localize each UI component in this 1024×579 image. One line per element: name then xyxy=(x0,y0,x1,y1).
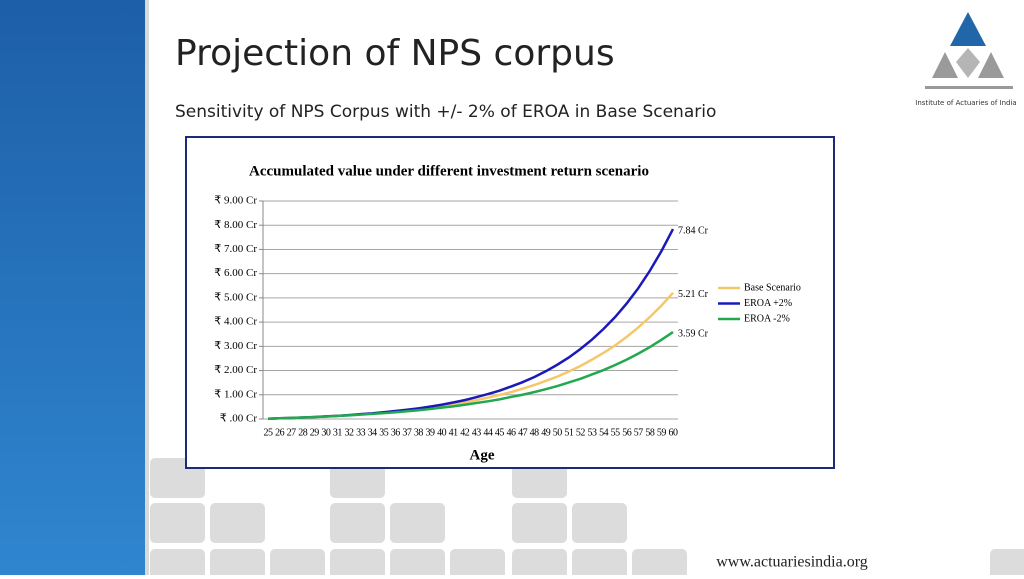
x-tick-label: 54 xyxy=(599,427,609,438)
x-tick-label: 37 xyxy=(402,427,412,438)
x-tick-label: 52 xyxy=(576,427,586,438)
data-label: 3.59 Cr xyxy=(678,328,709,339)
x-tick-label: 47 xyxy=(518,427,528,438)
x-tick-label: 28 xyxy=(298,427,308,438)
y-tick-label: ₹ 2.00 Cr xyxy=(214,364,257,376)
x-tick-label: 29 xyxy=(310,427,320,438)
legend-label: EROA +2% xyxy=(744,298,792,309)
footer-url: www.actuariesindia.org xyxy=(716,554,868,571)
chart-title: Accumulated value under different invest… xyxy=(249,163,649,179)
logo-text: Institute of Actuaries of India xyxy=(915,99,1016,107)
x-tick-label: 48 xyxy=(530,427,540,438)
x-tick-label: 31 xyxy=(333,427,343,438)
y-tick-label: ₹ 5.00 Cr xyxy=(214,291,257,303)
x-tick-label: 43 xyxy=(472,427,482,438)
x-tick-label: 30 xyxy=(321,427,331,438)
x-tick-label: 39 xyxy=(426,427,436,438)
y-tick-label: ₹ 8.00 Cr xyxy=(214,219,257,231)
x-tick-label: 36 xyxy=(391,427,401,438)
x-tick-label: 34 xyxy=(368,427,378,438)
x-tick-label: 27 xyxy=(287,427,297,438)
y-tick-label: ₹ 3.00 Cr xyxy=(214,340,257,352)
decor-squares xyxy=(150,458,1024,579)
logo xyxy=(925,12,1013,89)
x-tick-label: 45 xyxy=(495,427,505,438)
x-axis-title: Age xyxy=(470,447,495,463)
band-edge xyxy=(145,0,149,575)
x-tick-label: 53 xyxy=(588,427,598,438)
side-band xyxy=(0,0,145,575)
x-tick-label: 51 xyxy=(564,427,574,438)
legend-label: Base Scenario xyxy=(744,282,801,293)
x-tick-label: 33 xyxy=(356,427,366,438)
x-tick-label: 57 xyxy=(634,427,644,438)
y-tick-label: ₹ .00 Cr xyxy=(220,413,258,425)
x-tick-label: 38 xyxy=(414,427,424,438)
data-label: 7.84 Cr xyxy=(678,225,709,236)
x-tick-label: 32 xyxy=(345,427,355,438)
x-tick-label: 40 xyxy=(437,427,447,438)
slide-title: Projection of NPS corpus xyxy=(175,33,615,74)
x-tick-label: 55 xyxy=(611,427,621,438)
y-tick-label: ₹ 1.00 Cr xyxy=(214,388,257,400)
x-tick-label: 41 xyxy=(449,427,459,438)
y-tick-label: ₹ 9.00 Cr xyxy=(214,195,257,207)
y-tick-label: ₹ 6.00 Cr xyxy=(214,267,257,279)
x-tick-label: 50 xyxy=(553,427,563,438)
x-tick-label: 26 xyxy=(275,427,285,438)
data-label: 5.21 Cr xyxy=(678,289,709,300)
x-tick-label: 46 xyxy=(507,427,517,438)
y-tick-label: ₹ 4.00 Cr xyxy=(214,316,257,328)
x-tick-label: 35 xyxy=(379,427,389,438)
x-tick-label: 49 xyxy=(541,427,551,438)
x-tick-label: 44 xyxy=(483,427,493,438)
x-tick-label: 42 xyxy=(460,427,470,438)
x-tick-label: 56 xyxy=(622,427,632,438)
series-line xyxy=(267,331,674,421)
x-tick-label: 25 xyxy=(264,427,274,438)
x-tick-label: 58 xyxy=(645,427,655,438)
x-tick-label: 60 xyxy=(669,427,679,438)
slide-subtitle: Sensitivity of NPS Corpus with +/- 2% of… xyxy=(175,102,716,122)
y-tick-label: ₹ 7.00 Cr xyxy=(214,243,257,255)
legend-label: EROA -2% xyxy=(744,313,790,324)
x-tick-label: 59 xyxy=(657,427,667,438)
